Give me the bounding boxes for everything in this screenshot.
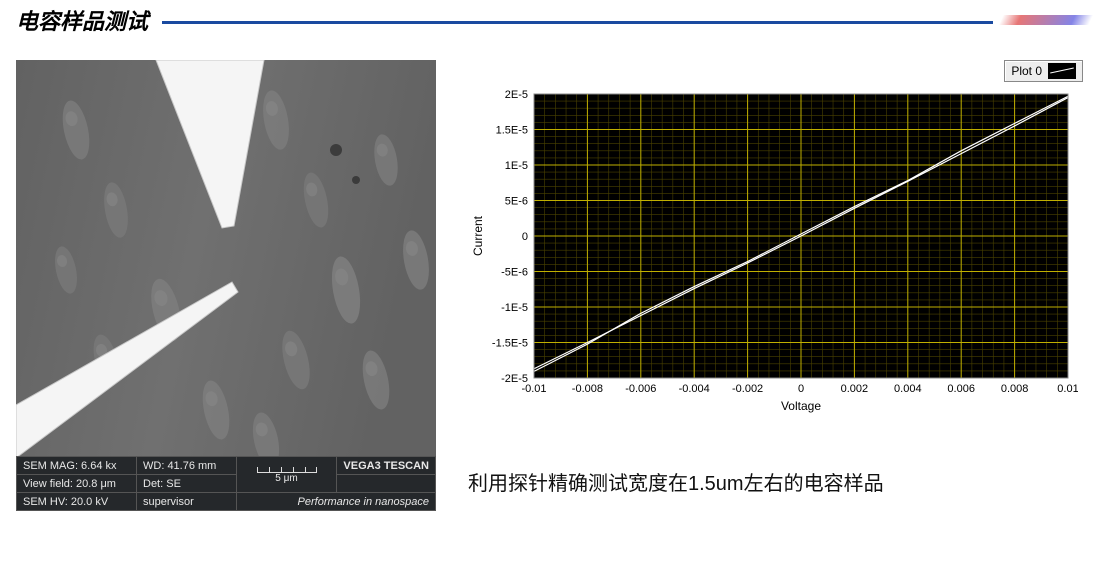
sem-image — [16, 60, 436, 456]
svg-text:0.008: 0.008 — [1001, 383, 1029, 395]
sem-user-label: supervisor — [137, 493, 237, 511]
sem-scale-label: 5 μm — [257, 473, 317, 484]
sem-viewfield-label: View field: 20.8 μm — [17, 475, 137, 493]
legend-line-sample-icon — [1048, 63, 1076, 79]
svg-text:-1.5E-5: -1.5E-5 — [492, 338, 528, 350]
sem-panel: SEM MAG: 6.64 kx WD: 41.76 mm 5 μm VEGA3… — [16, 60, 436, 511]
scale-bar-icon: 5 μm — [257, 465, 317, 484]
svg-text:Current: Current — [471, 215, 485, 256]
svg-text:-0.006: -0.006 — [625, 383, 656, 395]
title-divider-line — [162, 21, 993, 24]
svg-text:-5E-6: -5E-6 — [501, 267, 528, 279]
sem-wd-label: WD: 41.76 mm — [137, 457, 237, 475]
svg-text:1.5E-5: 1.5E-5 — [496, 125, 528, 137]
plot-legend[interactable]: Plot 0 — [1004, 60, 1083, 82]
svg-text:0.002: 0.002 — [841, 383, 869, 395]
title-accent-stripe — [999, 15, 1094, 25]
sem-brand-spacer — [337, 475, 436, 493]
svg-text:0.01: 0.01 — [1057, 383, 1078, 395]
svg-text:5E-6: 5E-6 — [505, 196, 528, 208]
svg-text:0: 0 — [798, 383, 804, 395]
iv-plot-svg: -0.01-0.008-0.006-0.004-0.00200.0020.004… — [468, 84, 1078, 424]
slide-title: 电容样品测试 — [16, 4, 148, 36]
svg-text:1E-5: 1E-5 — [505, 160, 528, 172]
sem-scale-cell: 5 μm — [237, 457, 337, 493]
svg-text:-0.002: -0.002 — [732, 383, 763, 395]
plot-legend-label: Plot 0 — [1011, 64, 1042, 78]
caption-text: 利用探针精确测试宽度在1.5um左右的电容样品 — [468, 470, 1091, 498]
svg-text:0: 0 — [522, 231, 528, 243]
sem-info-bar: SEM MAG: 6.64 kx WD: 41.76 mm 5 μm VEGA3… — [16, 456, 436, 511]
sem-brand-label: VEGA3 TESCAN — [337, 457, 436, 475]
svg-text:0.006: 0.006 — [947, 383, 975, 395]
svg-text:2E-5: 2E-5 — [505, 89, 528, 101]
sem-hv-label: SEM HV: 20.0 kV — [17, 493, 137, 511]
sem-tagline-label: Performance in nanospace — [237, 493, 436, 511]
svg-text:Voltage: Voltage — [781, 399, 821, 413]
sem-mag-label: SEM MAG: 6.64 kx — [17, 457, 137, 475]
iv-plot: -0.01-0.008-0.006-0.004-0.00200.0020.004… — [468, 84, 1091, 424]
svg-text:-0.004: -0.004 — [679, 383, 710, 395]
content-row: SEM MAG: 6.64 kx WD: 41.76 mm 5 μm VEGA3… — [0, 36, 1107, 511]
svg-text:-2E-5: -2E-5 — [501, 373, 528, 385]
svg-text:-1E-5: -1E-5 — [501, 302, 528, 314]
slide-title-row: 电容样品测试 — [0, 0, 1107, 36]
sem-detector-label: Det: SE — [137, 475, 237, 493]
svg-text:-0.008: -0.008 — [572, 383, 603, 395]
right-column: Plot 0 -0.01-0.008-0.006-0.004-0.00200.0… — [468, 60, 1091, 511]
svg-text:0.004: 0.004 — [894, 383, 922, 395]
